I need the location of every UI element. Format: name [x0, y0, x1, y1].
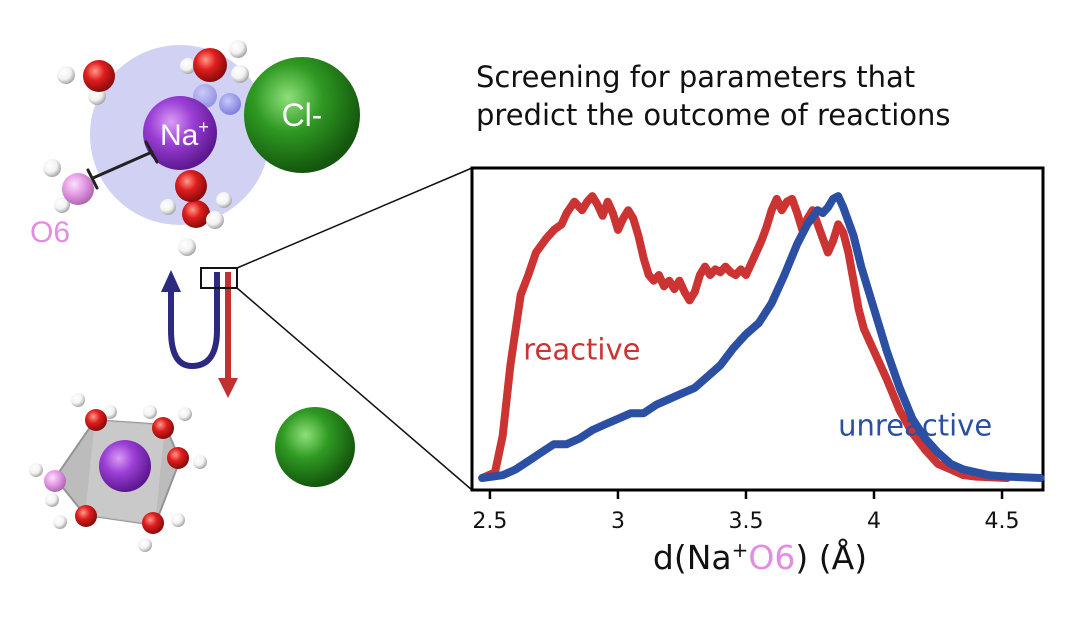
heading-line-1: Screening for parameters that: [476, 60, 916, 94]
x-tick-label: 3.5: [728, 509, 763, 534]
sodium-charge: +: [198, 117, 209, 137]
oxygen-atom: [83, 60, 115, 92]
zoom-line-top: [236, 167, 473, 269]
x-label-suffix: ) (Å): [795, 538, 868, 577]
oxygen-atom: [167, 447, 189, 469]
o6-water: [43, 159, 94, 213]
oxygen-atom: [142, 512, 164, 534]
hydrogen-atom: [71, 393, 85, 407]
oxygen-atom: [175, 170, 207, 202]
x-tick-label: 2.5: [472, 509, 507, 534]
oxygen-atom: [85, 409, 107, 431]
sodium-label: Na+: [160, 117, 209, 152]
chloride-ion: [244, 57, 360, 173]
hydrogen-atom: [53, 515, 67, 529]
return-arrow: [168, 272, 220, 370]
hydrogen-atom: [29, 463, 43, 477]
water-molecule: [160, 170, 232, 256]
water-molecule: [57, 60, 115, 105]
oxygen-atom: [75, 505, 97, 527]
x-label-charge: +: [731, 538, 749, 562]
o6-atom: [44, 470, 66, 492]
distance-indicator: [86, 140, 159, 190]
series-line-unreactive: [478, 192, 1045, 482]
x-axis-label: d(Na+O6) (Å): [550, 538, 970, 577]
oxygen-atom: [182, 200, 210, 228]
water-molecule: [180, 40, 249, 83]
x-label-atom: O6: [748, 538, 796, 577]
oxygen-atom: [193, 48, 227, 82]
o6-atom: [62, 173, 94, 205]
hydrogen-atom: [180, 58, 196, 74]
chloride-ion-separated: [275, 407, 355, 487]
hydrogen-atom: [54, 197, 70, 213]
hidden-atom: [219, 93, 241, 115]
hydrogen-atom: [178, 407, 192, 421]
zoom-line-bottom: [236, 287, 473, 491]
hydrogen-atom: [45, 493, 59, 507]
hydrogen-atom: [43, 159, 61, 177]
oxygen-atom: [152, 417, 174, 439]
sodium-symbol: Na: [160, 119, 199, 152]
distance-distribution-chart: 2.5 3 3.5 4 4.5 reactive unreactive: [470, 166, 1045, 534]
series-label-unreactive: unreactive: [838, 409, 992, 443]
hydrogen-atom: [231, 65, 249, 83]
hydrogen-atom: [216, 192, 232, 208]
hydrogen-atom: [178, 238, 196, 256]
arrow-down-head: [218, 378, 238, 398]
hydrogen-atom: [160, 199, 176, 215]
x-tick-label: 4.5: [985, 509, 1020, 534]
annotation-group: reactive unreactive: [523, 333, 992, 443]
hydrogen-atom: [138, 538, 152, 552]
bottom-cluster: [29, 393, 207, 552]
x-label-prefix: d(Na: [652, 538, 732, 577]
series-label-reactive: reactive: [523, 333, 640, 367]
x-tick-label: 4: [867, 509, 881, 534]
reaction-arrows: [161, 267, 238, 398]
series-line-reactive: [478, 192, 1012, 482]
zoom-region: [200, 267, 238, 289]
series-group: [478, 192, 1045, 482]
heading-line-2: predict the outcome of reactions: [476, 98, 951, 132]
hydrogen-atom: [171, 513, 185, 527]
arrow-up-head: [161, 270, 181, 292]
hydrogen-atom: [143, 405, 157, 419]
top-cluster: Na+ Cl- O6: [30, 40, 360, 256]
x-axis: 2.5 3 3.5 4 4.5: [472, 490, 1020, 534]
sodium-ion: [143, 96, 217, 170]
o6-label: O6: [30, 216, 70, 249]
hydrogen-atom: [57, 66, 75, 84]
x-tick-label: 3: [611, 509, 625, 534]
sodium-ion: [99, 440, 151, 492]
chloride-label: Cl-: [282, 97, 323, 133]
hydrogen-atom: [229, 40, 247, 58]
hydrogen-atom: [193, 455, 207, 469]
hydrogen-atom: [206, 211, 224, 229]
chart-heading: Screening for parameters that predict th…: [476, 58, 1056, 134]
hydrogen-atom: [103, 405, 117, 419]
